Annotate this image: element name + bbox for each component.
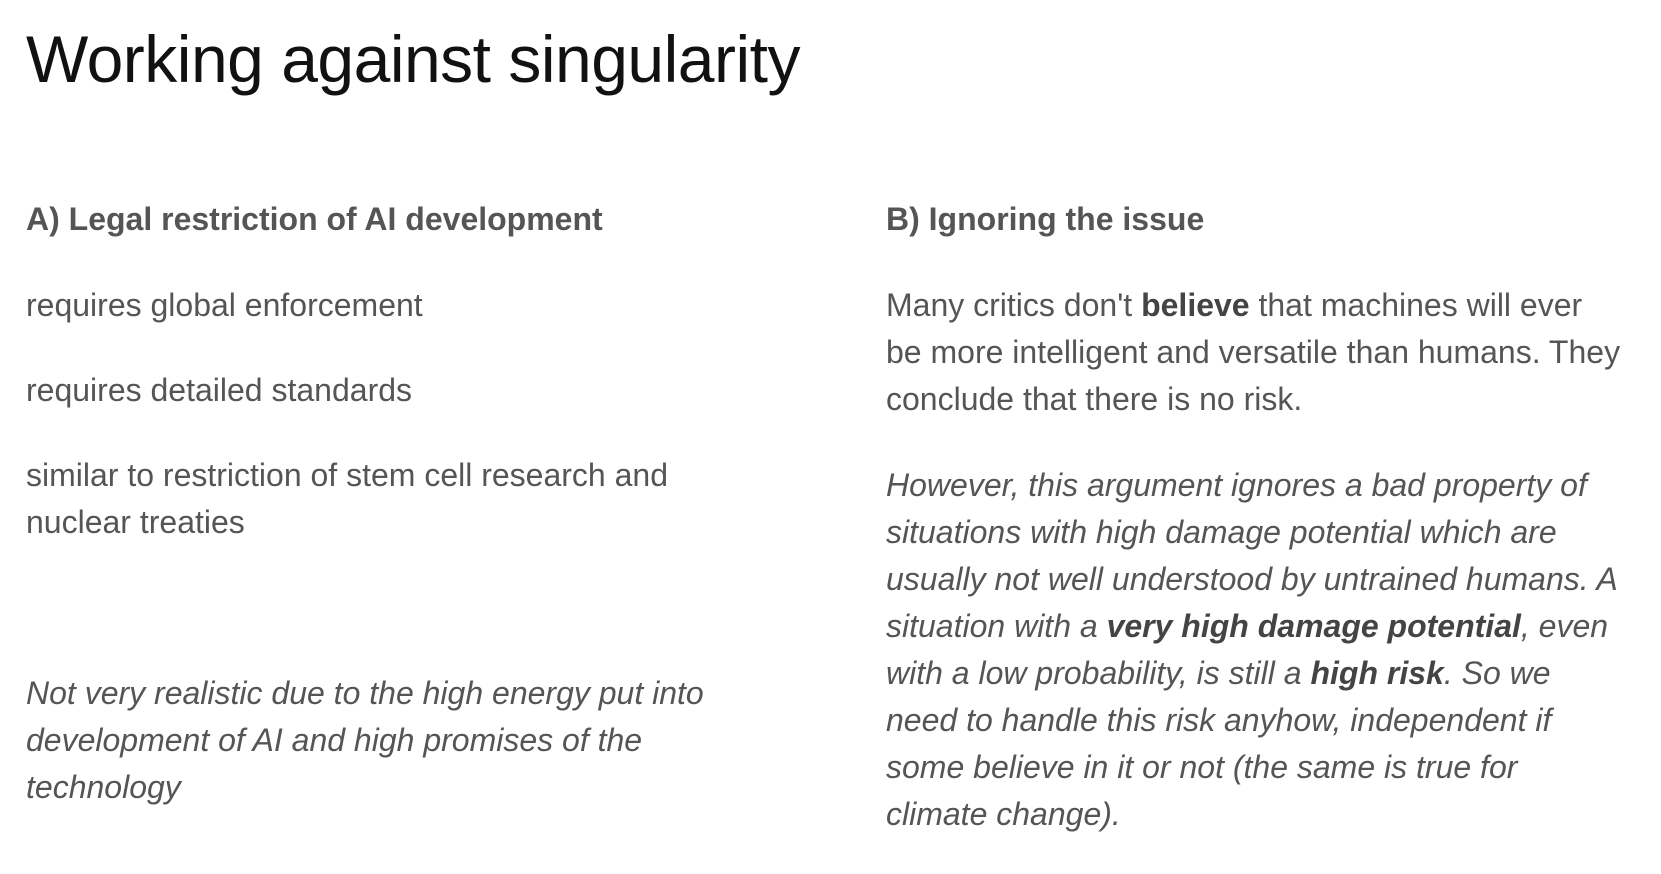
critics-paragraph: Many critics don't believe that machines… (886, 282, 1626, 423)
counter-bold-high-risk: high risk (1310, 655, 1444, 691)
slide-title: Working against singularity (26, 22, 801, 96)
column-b-heading: B) Ignoring the issue (886, 201, 1205, 237)
point-global-enforcement: requires global enforcement (26, 287, 423, 323)
point-detailed-standards: requires detailed standards (26, 372, 413, 408)
counter-text-2: , even with a low probability, is still … (886, 608, 1609, 691)
critics-text-1: Many critics don't (886, 287, 1142, 323)
critics-bold-believe: believe (1141, 287, 1250, 323)
column-ignoring-issue: B) Ignoring the issue Many critics don't… (886, 196, 1626, 832)
critics-text-2: that machines will ever be more intellig… (886, 287, 1621, 417)
column-a-conclusion: Not very realistic due to the high energ… (26, 675, 704, 805)
column-legal-restriction: A) Legal restriction of AI development r… (26, 196, 766, 805)
counter-bold-damage-potential: very high damage potential (1106, 608, 1521, 644)
counterargument-paragraph: However, this argument ignores a bad pro… (886, 462, 1626, 838)
column-a-heading: A) Legal restriction of AI development (26, 201, 603, 237)
counter-text-1: However, this argument ignores a bad pro… (886, 467, 1617, 644)
counter-text-3: . So we need to handle this risk anyhow,… (886, 655, 1552, 832)
point-similar-restrictions: similar to restriction of stem cell rese… (26, 457, 668, 540)
